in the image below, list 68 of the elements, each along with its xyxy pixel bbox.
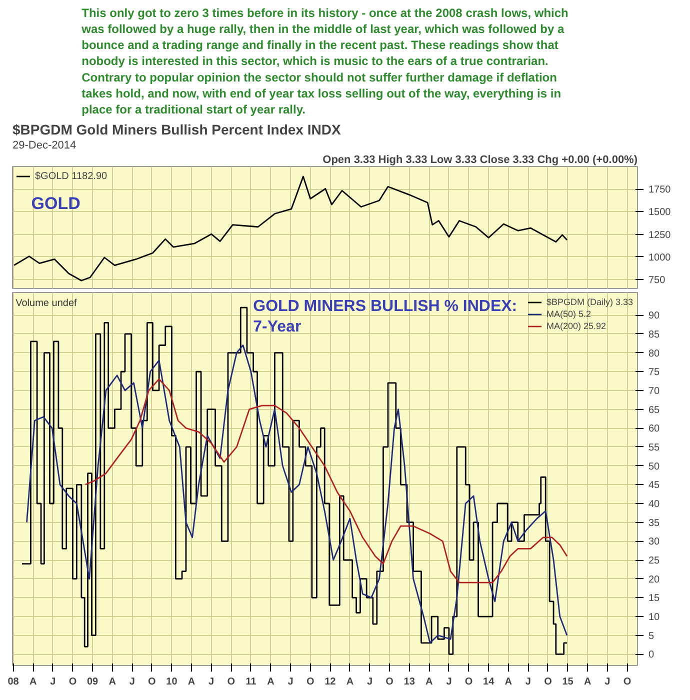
y-tick-label: 70 — [648, 386, 660, 397]
text: Open 3.33 High 3.33 Low 3.33 Close 3.33 Chg +0.00 (+0.00%) — [322, 154, 638, 166]
chart-subtitle: 29-Dec-2014 — [12, 140, 76, 152]
x-tick-label: 11 — [246, 676, 257, 688]
y-tick-label: 35 — [648, 518, 660, 529]
x-tick-label: 09 — [86, 676, 99, 688]
x-tick-label: J — [50, 676, 56, 688]
x-tick-label: A — [188, 676, 196, 688]
x-tick-label: O — [227, 676, 236, 688]
x-tick-label: 15 — [562, 676, 574, 688]
y-tick-label: 75 — [648, 367, 660, 378]
y-tick-label: 55 — [648, 442, 660, 454]
y-tick-label: 80 — [648, 348, 660, 360]
x-tick-label: A — [426, 676, 433, 688]
legend-label: $GOLD 1182.90 — [35, 170, 108, 182]
text: This only got to zero 3 times before in its history - once at the 2008 crash lows, which was followed by a huge rally, then in the middle of last year, which was followed by a bounce and a trading range and finally in the recent past. These readings show that nobody is interested in this sector, which is music to the ears of a true contrarian. Contrary to popular opinion the sector should not suffer further damage if deflation takes hold, and now, with end of year tax loss selling out of the way, everything is in place for a traditional start of year rally. — [80, 6, 568, 116]
x-tick-label: 10 — [166, 676, 178, 688]
legend-label: $BPGDM (Daily) 3.33 — [546, 296, 633, 308]
x-tick-label: A — [584, 676, 592, 688]
x-tick-label: A — [29, 676, 37, 688]
y-tick-label: 50 — [648, 461, 660, 472]
x-tick-label: J — [288, 676, 294, 688]
y-tick-label: 1000 — [648, 252, 672, 264]
y-tick-label: 10 — [648, 612, 660, 624]
line-series — [84, 378, 568, 584]
x-tick-label: J — [366, 676, 373, 688]
y-tick-label: 1500 — [648, 207, 672, 218]
x-tick-label: O — [306, 676, 314, 688]
y-tick-label: 30 — [648, 536, 660, 548]
x-tick-label: O — [464, 676, 473, 688]
x-tick-label: A — [346, 676, 354, 688]
y-tick-label: 60 — [648, 424, 660, 435]
x-tick-label: A — [267, 676, 274, 688]
y-tick-label: 45 — [648, 480, 660, 492]
legend-label: MA(50) 5.2 — [546, 308, 591, 320]
y-tick-label: 5 — [648, 630, 654, 642]
legend-label: MA(200) 25.92 — [546, 320, 606, 332]
x-tick-label: O — [544, 676, 552, 688]
annotation: GOLD — [31, 194, 80, 213]
x-tick-label: O — [68, 676, 77, 688]
x-tick-label: O — [386, 676, 394, 688]
x-tick-label: 08 — [8, 676, 20, 688]
y-tick-label: 750 — [648, 274, 666, 286]
y-tick-label: 20 — [648, 574, 660, 586]
x-tick-label: J — [446, 676, 452, 688]
x-tick-label: A — [504, 676, 512, 688]
y-tick-label: 90 — [648, 310, 660, 322]
x-tick-label: J — [208, 676, 214, 688]
y-tick-label: 1250 — [648, 230, 672, 241]
x-tick-label: J — [604, 676, 610, 688]
x-tick-label: J — [129, 676, 135, 688]
y-tick-label: 1750 — [648, 184, 672, 196]
x-tick-label: A — [108, 676, 116, 688]
y-tick-label: 85 — [648, 329, 660, 340]
y-tick-label: 40 — [648, 498, 660, 510]
annotation: Volume undef — [16, 298, 78, 310]
x-tick-label: O — [148, 676, 156, 688]
x-tick-label: 14 — [483, 676, 495, 688]
x-tick-label: 13 — [404, 676, 416, 688]
y-tick-label: 65 — [648, 404, 660, 416]
x-tick-label: O — [623, 676, 632, 688]
chart-title: $BPGDM Gold Miners Bullish Percent Index INDX — [12, 122, 342, 138]
x-tick-label: 12 — [324, 676, 336, 688]
y-tick-label: 0 — [648, 650, 654, 661]
x-tick-label: J — [525, 676, 531, 688]
y-tick-label: 15 — [648, 593, 660, 604]
annotation: GOLD MINERS BULLISH % INDEX: 7-Year — [253, 298, 518, 336]
y-tick-label: 25 — [648, 556, 660, 567]
